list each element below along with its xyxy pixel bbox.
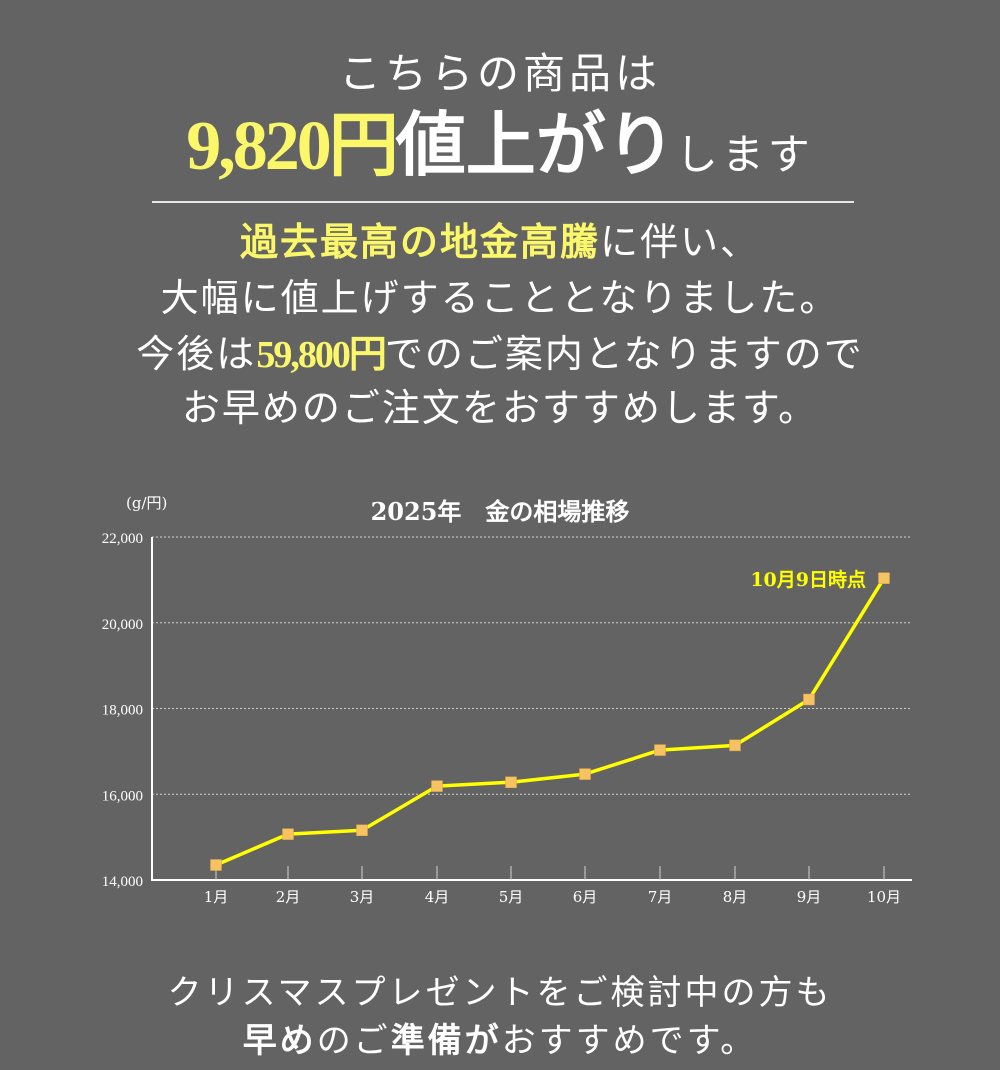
price-line [215,577,886,867]
price-increase-label: 値上がり [395,103,676,186]
footer-preparation: 準備が [390,1021,502,1061]
message-line-1-rest: に伴い、 [600,220,761,264]
message-line-1: 過去最高の地金高騰に伴い、 [0,215,1000,269]
footer-line-2: 早めのご準備がおすすめです。 [0,1013,1000,1062]
y-tick-label: 16,000 [102,788,143,804]
y-tick-label: 20,000 [102,617,143,633]
y-axis-unit: (g/円) [126,494,168,512]
x-tick-label: 6月 [573,888,598,906]
price-increase-suffix: します [675,130,814,179]
data-point-marker [431,780,443,792]
data-point-marker [729,739,741,752]
message-line-2: 大幅に値上げすることとなりました。 [160,276,840,320]
annotation-date: 10月9日時点 [750,569,866,591]
headline-intro: こちらの商品は [338,49,661,98]
data-point-marker [579,768,591,780]
footer-text: のご [316,1021,391,1061]
footer-early: 早め [242,1021,317,1061]
y-tick-label: 22,000 [102,531,143,547]
data-point-marker [282,828,294,840]
message-line-3-prefix: 今後は [136,332,257,376]
x-tick-label: 7月 [648,888,673,906]
x-tick-label: 10月 [867,888,901,906]
chart-title: 2025年 金の相場推移 [370,497,630,526]
headline-price-increase: 9,820円値上がりします [0,100,1000,200]
data-point-marker [803,693,815,706]
data-point-marker [356,824,368,837]
divider [152,201,854,203]
x-tick-label: 2月 [276,888,301,906]
x-tick-label: 1月 [204,888,229,906]
price-increase-amount: 9,820円 [186,108,398,185]
x-tick-label: 8月 [723,888,748,906]
y-tick-label: 18,000 [102,703,143,719]
data-point-marker [878,572,890,584]
new-price: 59,800円 [256,334,387,376]
footer-line-1: クリスマスプレゼントをご検討中の方も [167,973,833,1013]
message-highlight: 過去最高の地金高騰 [239,219,600,264]
data-point-marker [210,859,222,871]
footer-recommend: おすすめです。 [501,1021,758,1061]
x-tick-label: 5月 [499,888,524,906]
y-tick-label: 14,000 [102,874,143,890]
x-tick-label: 3月 [350,888,375,906]
x-tick-label: 9月 [797,888,822,906]
message-line-4: お早めのご注文をおすすめします。 [181,386,819,430]
data-point-marker [505,776,517,788]
x-tick-label: 4月 [425,888,450,906]
message-line-3: 今後は59,800円でのご案内となりますので [0,327,1000,382]
data-point-marker [654,744,666,756]
message-line-3-suffix: でのご案内となりますので [384,332,864,376]
